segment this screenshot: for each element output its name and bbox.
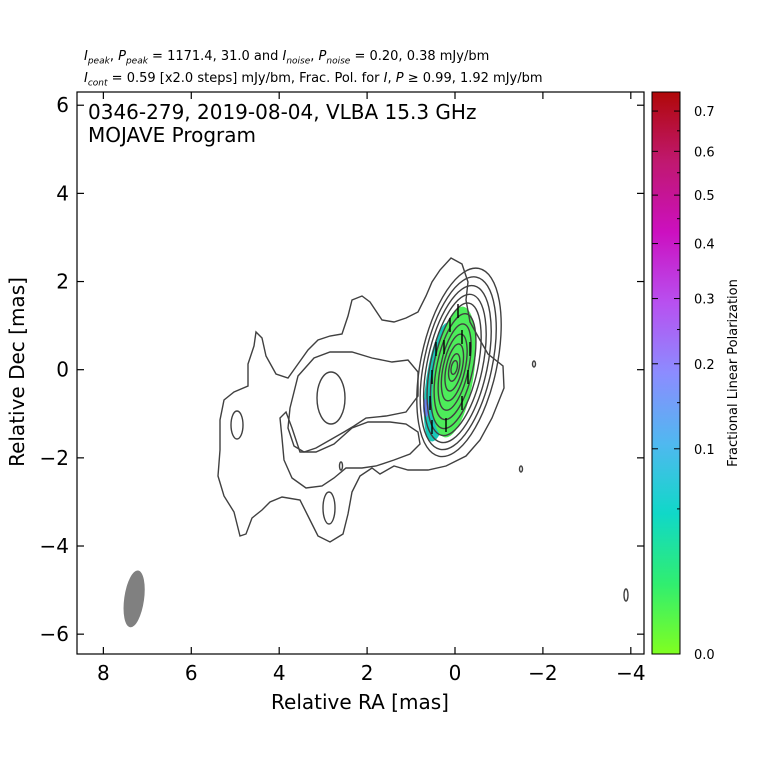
colorbar-ticks [652,110,680,655]
colorbar-gradient [651,91,681,655]
y-tick-label: 6 [56,93,69,117]
core-contour-ring [447,353,461,382]
colorbar-tick-label: 0.0 [694,648,715,663]
core-contour-ring [429,302,482,430]
source-label: 0346-279, 2019-08-04, VLBA 15.3 GHz [88,100,476,124]
colorbar-tick-labels: 0.0 0.1 0.2 0.3 0.4 0.5 0.6 0.7 [694,105,715,663]
core-contour-ring [450,359,459,376]
colorbar: 0.0 0.1 0.2 0.3 0.4 0.5 0.6 0.7 Fractional Line… [651,91,741,663]
y-axis-label: Relative Dec [mas] [5,277,29,467]
y-tick-label: 4 [56,181,69,205]
contour-isolated-3 [338,461,344,471]
core-contour-ring [419,276,497,451]
image-stats-line-2: Icont = 0.59 [x2.0 steps] mJy/bm, Frac. … [84,71,543,89]
contour-jet-lower [279,410,421,489]
axis-tick-labels: 8 6 4 2 0 −2 −4 6 4 2 0 −2 −4 −6 [40,93,646,685]
axis-ticks [77,92,644,654]
contour-jet-inner [287,351,419,453]
intensity-contours [217,257,629,602]
core-contour-ring [433,312,477,421]
program-label: MOJAVE Program [88,123,256,147]
core-contour-ring [444,343,465,392]
y-tick-label: −6 [40,622,69,646]
x-tick-label: 4 [273,661,286,685]
y-tick-label: 2 [56,270,69,294]
contour-isolated-2 [322,491,336,525]
core-contour-ring [437,323,472,411]
restoring-beam [123,570,145,628]
contour-isolated-6 [623,588,629,602]
core-contour-ring [416,267,502,458]
contour-isolated-1 [230,410,244,440]
x-tick-label: −2 [528,661,557,685]
core-contour-ring [426,293,487,437]
contour-knot [316,371,346,425]
y-tick-label: 0 [56,358,69,382]
colorbar-tick-label: 0.4 [694,238,715,253]
x-tick-label: 8 [97,661,110,685]
evpa-ticks [429,304,471,434]
y-tick-label: −2 [40,446,69,470]
colorbar-tick-label: 0.5 [694,189,715,204]
x-tick-label: 6 [185,661,198,685]
plot-frame [76,91,645,655]
contour-isolated-5 [518,465,524,473]
y-tick-label: −4 [40,534,69,558]
colorbar-tick-label: 0.2 [694,358,715,373]
colorbar-tick-label: 0.6 [694,145,715,160]
colorbar-tick-label: 0.3 [694,293,715,308]
contour-isolated-4 [531,360,537,368]
plot-area: 8 6 4 2 0 −2 −4 6 4 2 0 −2 −4 −6 0346-279, 2019-08-04… [5,91,646,714]
image-stats-line-1: Ipeak, Ppeak = 1171.4, 31.0 and Inoise, … [84,49,490,67]
contour-outer [217,257,505,543]
x-tick-label: 2 [361,661,374,685]
colorbar-label: Fractional Linear Polarization [726,279,741,467]
colorbar-tick-label: 0.1 [694,443,715,458]
x-axis-label: Relative RA [mas] [271,690,449,714]
colorbar-tick-label: 0.7 [694,105,715,120]
x-tick-label: −4 [616,661,645,685]
x-tick-label: 0 [449,661,462,685]
core-contour-ring [422,284,492,444]
